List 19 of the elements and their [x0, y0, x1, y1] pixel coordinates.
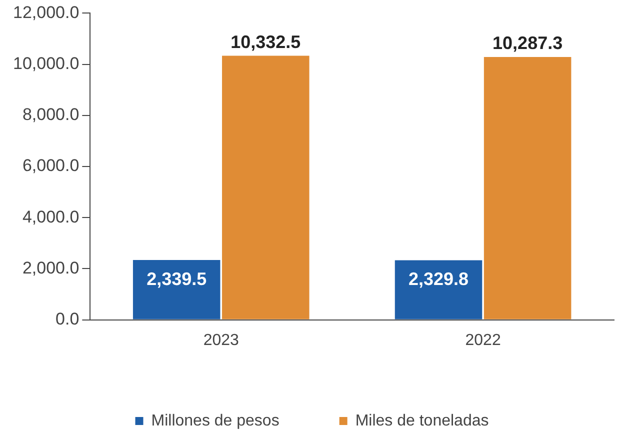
y-tick-label: 10,000.0 — [12, 54, 80, 73]
y-tick-label: 6,000.0 — [22, 156, 80, 176]
legend-label: Millones de pesos — [151, 412, 280, 430]
data-label: 2,329.8 — [408, 269, 469, 290]
data-label: 2,339.5 — [146, 268, 207, 289]
y-tick-label: 12,000.0 — [12, 2, 80, 22]
data-label: 10,287.3 — [492, 32, 563, 53]
bar — [394, 260, 482, 320]
legend-label: Miles de toneladas — [355, 412, 489, 430]
x-tick-label: 2023 — [203, 332, 240, 349]
y-tick-label: 0.0 — [56, 309, 80, 328]
x-tick-label: 2022 — [465, 332, 501, 349]
bar — [222, 56, 310, 320]
y-tick-label: 4,000.0 — [22, 207, 80, 226]
data-label: 10,332.5 — [230, 32, 301, 52]
y-tick-label: 8,000.0 — [22, 105, 80, 124]
bar — [484, 56, 572, 320]
y-tick-label: 2,000.0 — [22, 258, 80, 278]
bar — [132, 260, 220, 320]
